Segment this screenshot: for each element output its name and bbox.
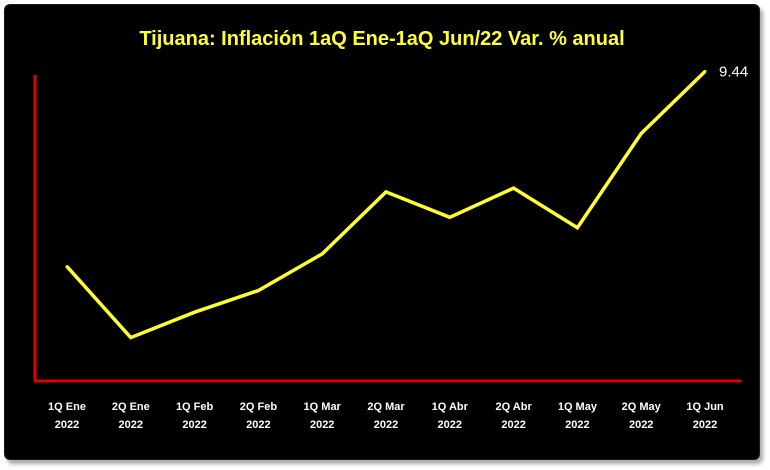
data-point — [512, 186, 516, 190]
x-tick-label: 1Q Ene 2022 — [48, 401, 86, 431]
data-point — [448, 215, 452, 219]
data-point — [703, 69, 707, 73]
x-tick-label: 2Q Abr 2022 — [495, 401, 532, 431]
data-label: 9.44 — [719, 63, 748, 80]
data-point — [384, 190, 388, 194]
x-tick-label: 2Q Mar 2022 — [367, 401, 405, 431]
data-point — [193, 310, 197, 314]
x-tick-label: 2Q Feb 2022 — [240, 401, 278, 431]
x-tick-label: 2Q May 2022 — [622, 401, 662, 431]
x-tick-label: 1Q Feb 2022 — [176, 401, 214, 431]
chart-title: Tijuana: Inflación 1aQ Ene-1aQ Jun/22 Va… — [139, 28, 624, 50]
x-tick-label: 1Q Abr 2022 — [432, 401, 469, 431]
data-point — [320, 252, 324, 256]
data-point — [65, 265, 69, 269]
x-tick-label: 2Q Ene 2022 — [112, 401, 150, 431]
x-tick-label: 1Q Jun 2022 — [686, 401, 724, 431]
x-axis-ticks: 1Q Ene 2022 2Q Ene 2022 1Q Feb 2022 2Q Feb 2022… — [48, 401, 724, 431]
line-chart: Tijuana: Inflación 1aQ Ene-1aQ Jun/22 Va… — [33, 28, 748, 431]
x-tick-label: 1Q Mar 2022 — [304, 401, 342, 431]
data-point — [129, 336, 133, 340]
chart-axes — [33, 75, 741, 383]
series-line — [65, 70, 707, 340]
x-tick-label: 1Q May 2022 — [558, 401, 598, 431]
data-labels: 9.44 — [719, 63, 748, 80]
data-point — [256, 289, 260, 293]
data-point — [639, 132, 643, 136]
series-layer — [65, 69, 707, 340]
data-point — [575, 226, 579, 230]
chart-area: Tijuana: Inflación 1aQ Ene-1aQ Jun/22 Va… — [4, 4, 760, 460]
